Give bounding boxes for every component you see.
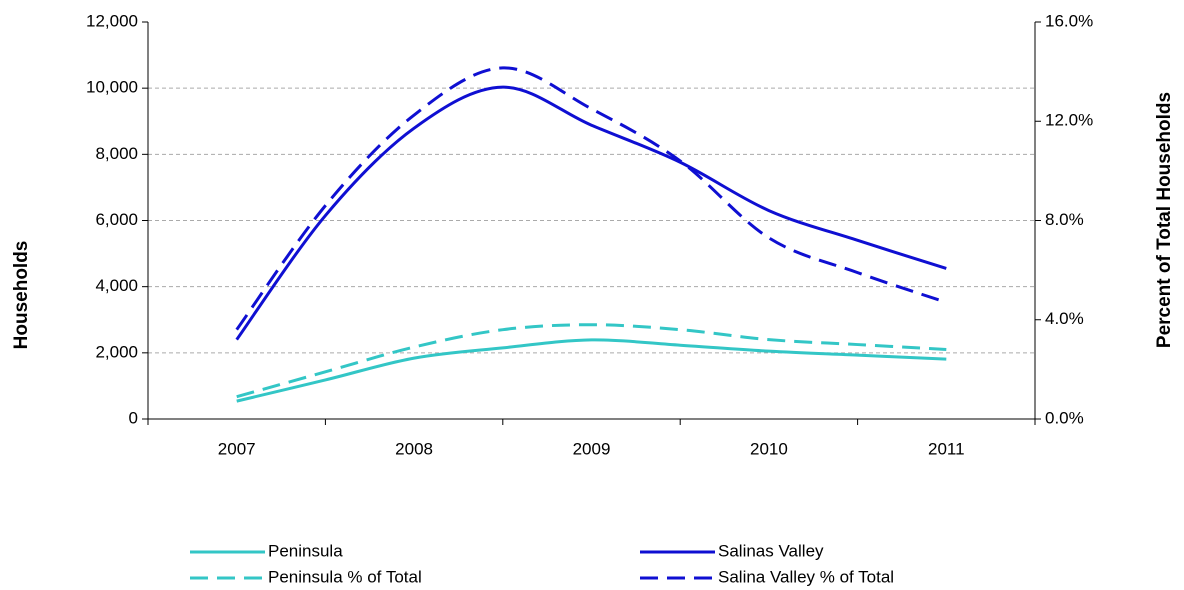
legend-label: Salinas Valley bbox=[718, 541, 824, 560]
y-tick-label: 0 bbox=[129, 408, 138, 427]
y-tick-label: 12,000 bbox=[86, 11, 138, 30]
series-line bbox=[235, 66, 947, 331]
y-tick-label: 4,000 bbox=[95, 276, 138, 295]
x-tick-label: 2010 bbox=[750, 439, 788, 458]
series-line bbox=[236, 323, 947, 399]
series-line bbox=[235, 85, 947, 341]
y2-tick-label: 4.0% bbox=[1045, 309, 1084, 328]
y2-axis-title: Percent of Total Households bbox=[1154, 92, 1175, 348]
x-tick-label: 2008 bbox=[395, 439, 433, 458]
y2-tick-label: 12.0% bbox=[1045, 111, 1093, 130]
y-tick-label: 10,000 bbox=[86, 78, 138, 97]
y-tick-label: 2,000 bbox=[95, 342, 138, 361]
y-axis-title: Households bbox=[11, 241, 32, 350]
x-tick-label: 2011 bbox=[928, 439, 965, 458]
y-tick-label: 8,000 bbox=[95, 144, 138, 163]
legend-label: Salina Valley % of Total bbox=[718, 567, 894, 586]
series-line bbox=[236, 338, 947, 403]
x-tick-label: 2007 bbox=[218, 439, 256, 458]
y2-tick-label: 8.0% bbox=[1045, 210, 1084, 229]
y-tick-label: 6,000 bbox=[95, 210, 138, 229]
x-tick-label: 2009 bbox=[573, 439, 611, 458]
y2-tick-label: 16.0% bbox=[1045, 11, 1093, 30]
legend-label: Peninsula % of Total bbox=[268, 567, 422, 586]
y2-tick-label: 0.0% bbox=[1045, 408, 1084, 427]
legend-label: Peninsula bbox=[268, 541, 343, 560]
